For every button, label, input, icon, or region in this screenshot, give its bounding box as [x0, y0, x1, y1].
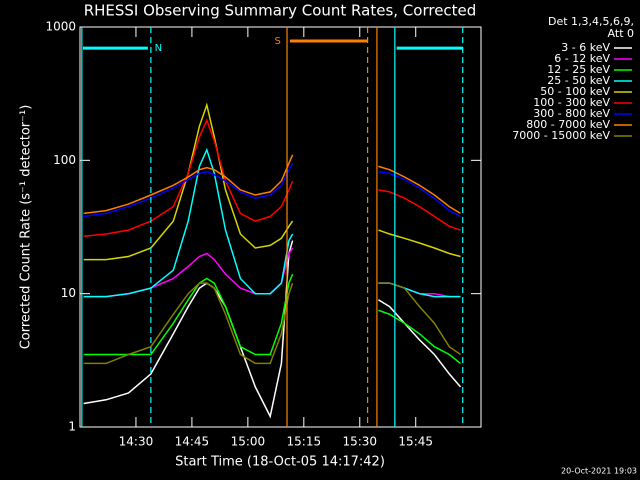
series-line [83, 147, 461, 298]
series-line [83, 282, 461, 365]
legend-label: 6 - 12 keV [554, 52, 610, 65]
legend-label: 100 - 300 keV [533, 96, 610, 109]
legend-label: 7000 - 15000 keV [512, 129, 610, 142]
chart-title: RHESSI Observing Summary Count Rates, Co… [84, 2, 477, 20]
series-line [83, 240, 462, 419]
series-line [83, 102, 461, 261]
legend-label: 800 - 7000 keV [526, 118, 610, 131]
y-axis-label: Corrected Count Rate (s⁻¹ detector⁻¹) [19, 105, 34, 350]
legend-label: 50 - 100 keV [540, 85, 610, 98]
series-line [83, 118, 461, 237]
series-line [83, 162, 461, 218]
legend-label: 300 - 800 keV [533, 107, 610, 120]
x-tick-label: 15:15 [287, 435, 322, 449]
legend-label: 25 - 50 keV [547, 74, 610, 87]
plot-frame [79, 26, 482, 428]
x-tick-label: 15:45 [398, 435, 433, 449]
x-tick-label: 15:00 [231, 435, 266, 449]
legend-label: 12 - 25 keV [547, 63, 610, 76]
y-tick-label: 100 [53, 153, 76, 167]
legend-title: Det 1,3,4,5,6,9, [548, 15, 634, 28]
annotation: S [275, 36, 281, 47]
y-tick-label: 1 [68, 420, 76, 434]
series-line [83, 154, 461, 215]
series-line [83, 273, 461, 364]
x-tick-label: 14:45 [175, 435, 210, 449]
y-tick-label: 10 [61, 286, 76, 300]
x-tick-label: 15:30 [342, 435, 377, 449]
y-tick-label: 1000 [45, 20, 76, 34]
legend-label: 3 - 6 keV [561, 41, 610, 54]
legend-title: Att 0 [608, 27, 634, 40]
x-axis-label: Start Time (18-Oct-05 14:17:42) [175, 455, 385, 470]
footer: 20-Oct-2021 19:03 [561, 467, 637, 476]
series-line [83, 247, 461, 298]
x-tick-label: 14:30 [119, 435, 154, 449]
annotation: N [155, 43, 162, 54]
